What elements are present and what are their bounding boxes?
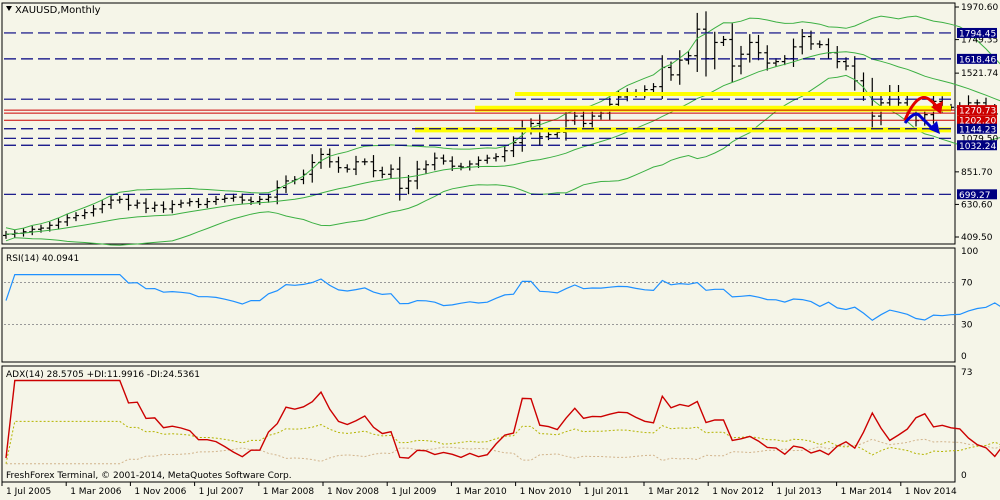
rsi-panel bbox=[1, 247, 956, 363]
candles-group bbox=[3, 11, 998, 239]
time-axis-label: 1 Mar 2012 bbox=[648, 487, 699, 497]
adx-panel bbox=[1, 365, 956, 483]
rsi-axis-label: 100 bbox=[961, 247, 978, 257]
copyright-footer: FreshForex Terminal, © 2001-2014, MetaQu… bbox=[6, 471, 292, 481]
rsi-title: RSI(14) 40.0941 bbox=[6, 254, 79, 264]
level-price-tag: 1202.20 bbox=[959, 117, 996, 127]
price-axis-label: 1521.74 bbox=[961, 69, 998, 79]
bearish-forecast-arrow bbox=[903, 112, 936, 132]
time-axis-label: 1 Jul 2009 bbox=[391, 487, 436, 497]
time-axis-label: 1 Nov 2012 bbox=[712, 487, 764, 497]
price-panel bbox=[1, 2, 956, 245]
level-price-tag: 1794.45 bbox=[959, 29, 996, 39]
rsi-axis-label: 70 bbox=[961, 279, 973, 289]
adx-title: ADX(14) 28.5705 +DI:11.9916 -DI:24.5361 bbox=[6, 370, 200, 380]
rsi-axis-label: 0 bbox=[961, 352, 967, 362]
bollinger-upper-line bbox=[5, 15, 1000, 231]
price-axis-label: 851.70 bbox=[961, 168, 993, 178]
level-price-tag-bg bbox=[957, 140, 997, 151]
level-price-tag-bg bbox=[957, 27, 997, 38]
rsi-line bbox=[5, 274, 1000, 322]
time-axis-label: 1 Nov 2014 bbox=[905, 487, 957, 497]
bollinger-middle-line bbox=[5, 51, 1000, 235]
forecast-arrows bbox=[903, 96, 943, 134]
adx-axis-label: 73 bbox=[961, 368, 972, 378]
support-zone-lower bbox=[415, 127, 951, 133]
level-price-tag: 1032.24 bbox=[959, 142, 996, 152]
level-price-tag-bg bbox=[957, 105, 997, 116]
chart-title: XAUUSD,Monthly bbox=[15, 5, 101, 16]
time-axis-label: 1 Mar 2010 bbox=[455, 487, 507, 497]
time-axis-label: 1 Mar 2006 bbox=[70, 487, 122, 497]
bollinger-lower-line bbox=[5, 74, 1000, 246]
adx-line bbox=[5, 379, 1000, 459]
price-axis-label: 1970.60 bbox=[961, 3, 998, 13]
time-axis-label: 1 Jul 2005 bbox=[6, 487, 51, 497]
price-axis-label: 630.60 bbox=[961, 200, 993, 210]
price-axis-label: 1749.35 bbox=[961, 36, 998, 46]
level-price-tag-bg bbox=[957, 53, 997, 64]
level-price-tag: 1618.46 bbox=[959, 55, 996, 65]
price-levels bbox=[4, 32, 955, 195]
price-axis-label: 409.50 bbox=[961, 233, 993, 243]
support-resistance-zones bbox=[415, 92, 951, 133]
level-price-tag: 699.27 bbox=[959, 191, 991, 201]
bullish-arrowhead bbox=[931, 101, 943, 114]
resistance-zone-middle bbox=[475, 105, 951, 112]
time-axis-label: 1 Mar 2014 bbox=[841, 487, 893, 497]
time-axis-label: 1 Nov 2006 bbox=[134, 487, 186, 497]
time-axis-label: 1 Nov 2010 bbox=[520, 487, 572, 497]
price-axis-label: 1079.50 bbox=[961, 134, 998, 144]
rsi-axis-label: 30 bbox=[961, 321, 973, 331]
level-price-tag: 1144.23 bbox=[959, 125, 996, 135]
time-axis-label: 1 Jul 2013 bbox=[776, 487, 821, 497]
time-axis-label: 1 Mar 2008 bbox=[263, 487, 315, 497]
resistance-zone-upper bbox=[515, 92, 951, 97]
adx-axis-label: 0 bbox=[961, 471, 967, 481]
level-price-tag: 1270.73 bbox=[959, 107, 996, 117]
time-axis-label: 1 Jul 2007 bbox=[199, 487, 244, 497]
time-axis-label: 1 Jul 2011 bbox=[584, 487, 629, 497]
time-axis-label: 1 Nov 2008 bbox=[327, 487, 379, 497]
indicator-toggle-icon bbox=[6, 6, 12, 11]
level-price-tag-bg bbox=[957, 189, 997, 200]
bearish-arrowhead bbox=[928, 121, 940, 134]
level-price-tag-bg bbox=[957, 115, 997, 126]
level-price-tag-bg bbox=[957, 123, 997, 134]
